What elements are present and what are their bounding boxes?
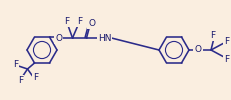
Text: F: F [210,30,216,40]
Text: F: F [225,36,230,46]
Text: F: F [225,55,230,64]
Text: F: F [13,60,18,70]
Text: F: F [64,16,69,26]
Text: F: F [33,74,38,82]
Text: F: F [77,16,82,26]
Text: O: O [55,34,62,42]
Text: F: F [18,76,23,86]
Text: O: O [195,46,201,54]
Text: O: O [88,19,95,28]
Text: HN: HN [98,34,111,42]
